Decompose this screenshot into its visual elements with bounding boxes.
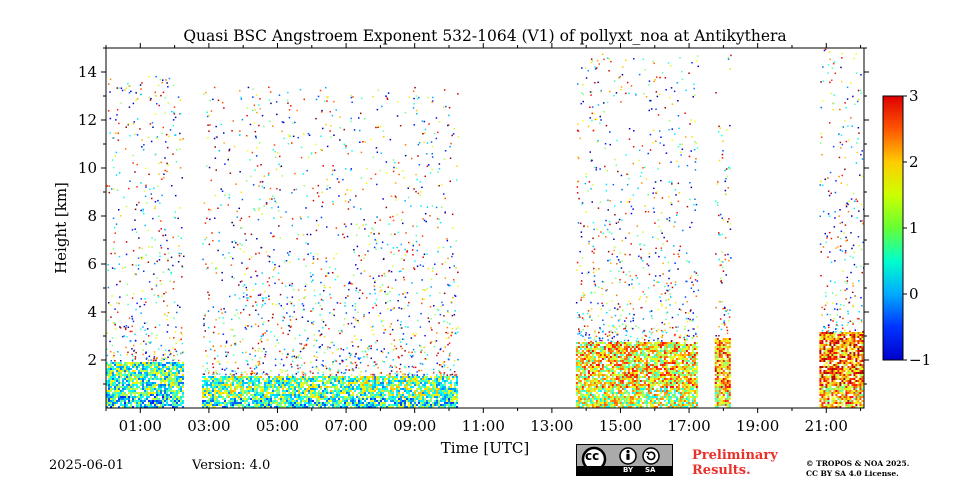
y-tick-label: 14: [78, 63, 97, 81]
colorbar: [882, 95, 904, 361]
x-axis: 01:00 03:00 05:00 07:00 09:00 11:00 13:00 15:00…: [105, 43, 862, 435]
y-tick-label: 10: [78, 159, 97, 177]
heatmap-layer: [106, 48, 864, 408]
y-tick-label: 6: [87, 255, 97, 273]
colorbar-tick-label: −1: [909, 351, 931, 369]
chart-title: Quasi BSC Angstroem Exponent 532-1064 (V…: [183, 27, 786, 45]
measurement-period: [714, 54, 732, 408]
preliminary-line-1: Preliminary: [692, 448, 778, 463]
colorbar-tick-label: 3: [909, 87, 919, 105]
cc-license-badge[interactable]: cc BY SA: [576, 444, 673, 476]
license-text: © TROPOS & NOA 2025. CC BY SA 4.0 Licens…: [806, 459, 909, 479]
measurement-period: [202, 86, 460, 408]
x-tick-label: 11:00: [462, 417, 505, 435]
y-tick-label: 8: [87, 207, 97, 225]
x-tick-label: 09:00: [393, 417, 436, 435]
plot-frame: [105, 47, 865, 409]
y-tick-label: 2: [87, 351, 97, 369]
colorbar-tick-label: 0: [909, 285, 919, 303]
version-label: Version: 4.0: [192, 458, 271, 473]
license-line-2: CC BY SA 4.0 License.: [806, 469, 899, 478]
cc-by-label: BY: [623, 466, 634, 474]
measurement-period: [106, 75, 185, 408]
y-axis: 2 4 6 8 10 12 14: [78, 47, 869, 385]
x-tick-label: 21:00: [805, 417, 848, 435]
y-tick-label: 12: [78, 111, 97, 129]
x-tick-label: 07:00: [324, 417, 367, 435]
x-tick-label: 15:00: [599, 417, 642, 435]
y-axis-label: Height [km]: [52, 182, 70, 274]
preliminary-notice: Preliminary Results.: [692, 448, 778, 478]
x-tick-label: 13:00: [530, 417, 573, 435]
preliminary-line-2: Results.: [692, 463, 751, 478]
x-tick-label: 05:00: [256, 417, 299, 435]
colorbar-ticks: −1 0 1 2 3: [903, 87, 931, 369]
colorbar-tick-label: 2: [909, 153, 919, 171]
measurement-period: [819, 48, 864, 408]
colorbar-tick-label: 1: [909, 219, 919, 237]
x-tick-label: 03:00: [187, 417, 230, 435]
y-tick-label: 4: [87, 303, 97, 321]
license-line-1: © TROPOS & NOA 2025.: [806, 459, 910, 468]
cc-text: cc: [585, 449, 600, 463]
x-tick-label: 01:00: [119, 417, 162, 435]
x-axis-label: Time [UTC]: [441, 439, 530, 457]
date-label: 2025-06-01: [49, 458, 124, 473]
measurement-period: [575, 53, 700, 408]
x-tick-label: 17:00: [667, 417, 710, 435]
x-tick-label: 19:00: [736, 417, 779, 435]
cc-sa-label: SA: [645, 466, 656, 474]
